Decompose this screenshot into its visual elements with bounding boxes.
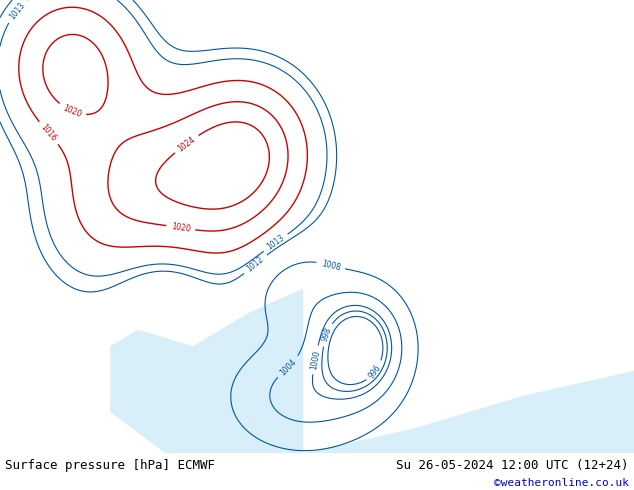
Text: Su 26-05-2024 12:00 UTC (12+24): Su 26-05-2024 12:00 UTC (12+24)	[396, 459, 629, 472]
Text: 1020: 1020	[61, 103, 82, 119]
Text: ©weatheronline.co.uk: ©weatheronline.co.uk	[494, 478, 629, 488]
Text: 1024: 1024	[176, 134, 197, 153]
Text: 1000: 1000	[309, 349, 321, 370]
Text: 1013: 1013	[8, 0, 27, 21]
Polygon shape	[110, 289, 303, 453]
Text: 1004: 1004	[278, 357, 299, 377]
Polygon shape	[165, 371, 634, 453]
Text: 996: 996	[367, 363, 383, 380]
Text: 1013: 1013	[265, 234, 286, 252]
Text: Surface pressure [hPa] ECMWF: Surface pressure [hPa] ECMWF	[5, 459, 215, 472]
Text: 998: 998	[320, 326, 333, 343]
Text: 1016: 1016	[39, 123, 58, 143]
Text: 1008: 1008	[320, 259, 341, 272]
Text: 1012: 1012	[245, 255, 266, 274]
Text: 1020: 1020	[171, 222, 191, 234]
